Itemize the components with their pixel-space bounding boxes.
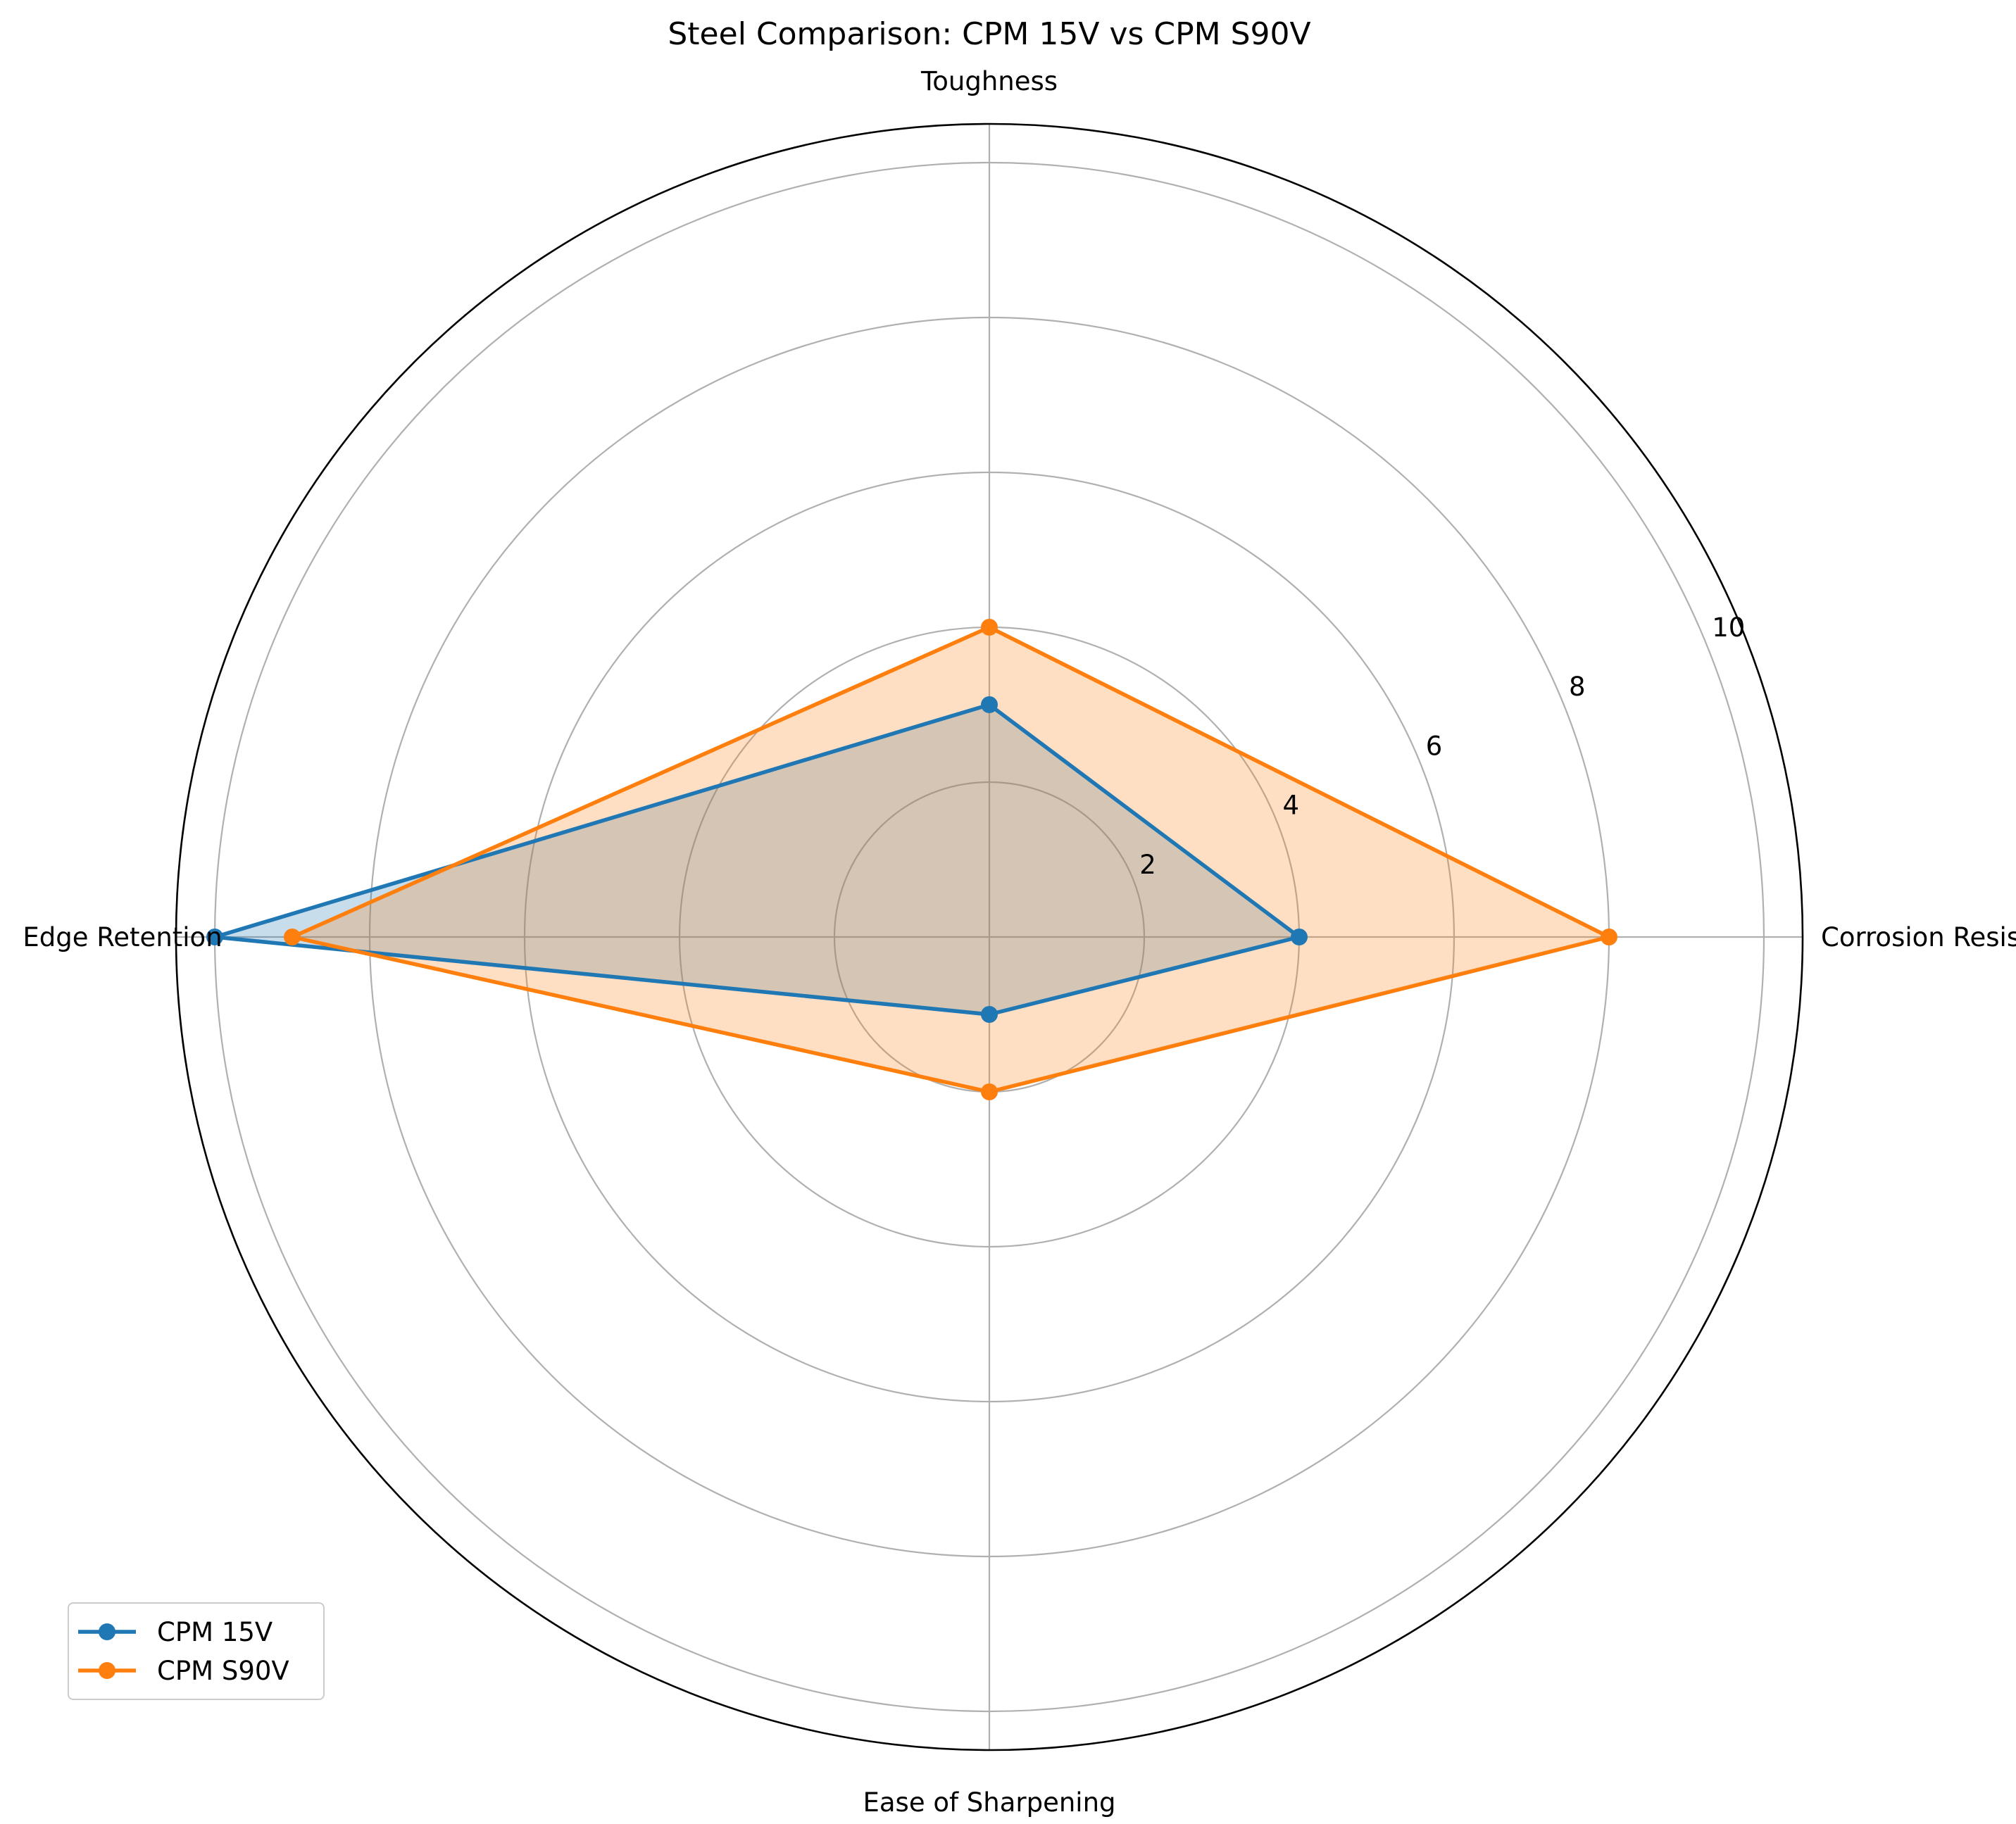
legend-label-0: CPM 15V	[157, 1617, 273, 1647]
radial-tick-label: 2	[1139, 850, 1156, 880]
labels-layer: 2 4 6 8 10 Corrosion Resistance Toughness Edge …	[23, 66, 2016, 1818]
radial-tick-label: 4	[1283, 791, 1300, 821]
legend-marker-0	[99, 1623, 115, 1640]
series-layer	[206, 619, 1617, 1100]
category-label-0: Corrosion Resistance	[1821, 922, 2016, 952]
series-point-0-3	[981, 1006, 998, 1023]
series-area-0	[215, 705, 1299, 1014]
chart-title: Steel Comparison: CPM 15V vs CPM S90V	[668, 16, 1310, 52]
series-point-0-2	[206, 929, 223, 945]
radial-tick-label: 10	[1712, 612, 1745, 643]
series-point-1-1	[981, 619, 998, 636]
series-point-1-0	[1601, 929, 1617, 945]
series-area-1	[292, 627, 1609, 1092]
legend-label-1: CPM S90V	[157, 1656, 289, 1686]
series-point-1-3	[981, 1083, 998, 1100]
series-point-0-0	[1291, 929, 1308, 945]
legend-box	[68, 1602, 325, 1700]
category-label-1: Toughness	[920, 66, 1058, 96]
radial-tick-label: 6	[1426, 731, 1443, 761]
legend-marker-1	[99, 1662, 115, 1679]
series-point-0-1	[981, 696, 998, 713]
legend: CPM 15V CPM S90V	[68, 1602, 325, 1700]
series-point-1-2	[284, 929, 301, 945]
category-label-2: Edge Retention	[23, 922, 222, 952]
polar-frame	[175, 122, 1804, 1751]
category-label-3: Ease of Sharpening	[863, 1787, 1115, 1818]
radial-tick-label: 8	[1569, 672, 1586, 702]
